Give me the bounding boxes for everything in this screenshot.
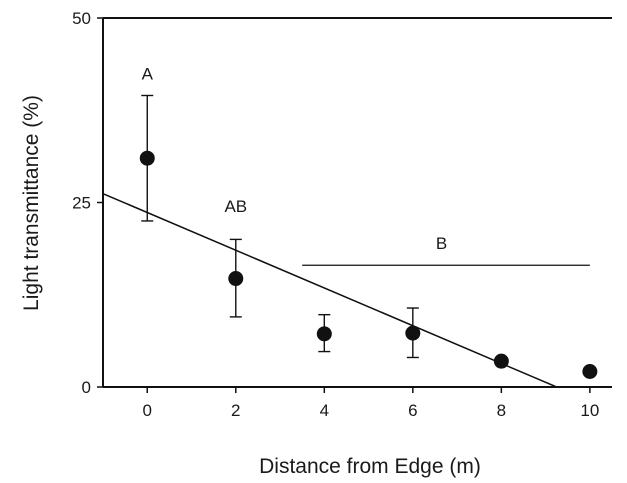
data-point xyxy=(493,353,509,369)
x-tick-label: 10 xyxy=(580,401,599,420)
x-tick-label: 6 xyxy=(408,401,417,420)
data-points xyxy=(139,150,598,380)
group-label: AB xyxy=(224,197,247,216)
x-tick-label: 0 xyxy=(143,401,152,420)
x-axis-title: Distance from Edge (m) xyxy=(259,455,481,478)
x-tick-label: 8 xyxy=(497,401,506,420)
data-point xyxy=(228,271,244,287)
y-tick-label: 50 xyxy=(72,9,91,28)
error-bars xyxy=(141,94,419,359)
axes: 0 25 50 0 2 4 6 8 10 xyxy=(72,9,612,420)
group-label: B xyxy=(436,234,447,253)
fit-line-group xyxy=(102,192,557,388)
fit-line xyxy=(102,192,557,388)
y-axis-title: Light transmittance (%) xyxy=(20,95,43,311)
group-label: A xyxy=(142,64,154,83)
x-tick-label: 2 xyxy=(231,401,240,420)
data-point xyxy=(139,150,155,166)
data-point xyxy=(316,326,332,342)
data-point xyxy=(582,364,598,380)
annotations: A AB B xyxy=(142,64,448,253)
y-tick-label: 25 xyxy=(72,194,91,213)
data-point xyxy=(405,325,421,341)
x-tick-label: 4 xyxy=(320,401,329,420)
y-tick-label: 0 xyxy=(82,378,91,397)
